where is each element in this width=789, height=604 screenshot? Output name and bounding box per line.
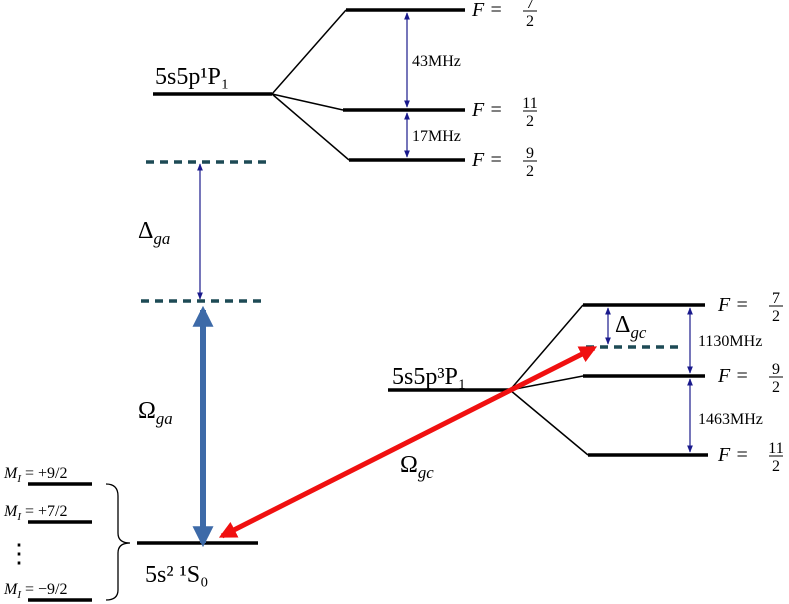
denominator: 2 bbox=[772, 458, 780, 475]
f-label: F = bbox=[717, 444, 749, 466]
value: = −9/2 bbox=[21, 581, 68, 598]
symbol: Δ bbox=[615, 312, 630, 338]
subscript: gc bbox=[418, 463, 434, 482]
symbol: Ω bbox=[138, 398, 156, 424]
subscript: gc bbox=[630, 323, 646, 342]
level-label: 5s5p³P₁ bbox=[392, 364, 466, 390]
level-label: 5s5p¹P₁ bbox=[155, 64, 229, 90]
levels bbox=[28, 8, 708, 602]
symbol-label: Ωga bbox=[138, 398, 173, 428]
fan bbox=[271, 9, 350, 161]
denominator: 2 bbox=[526, 163, 534, 180]
f-label: F = bbox=[471, 149, 503, 171]
mi-label: MI = +7/2 bbox=[3, 503, 68, 523]
level-label: 5s² ¹S₀ bbox=[145, 562, 208, 588]
denominator: 2 bbox=[772, 379, 780, 396]
symbol: Δ bbox=[138, 218, 153, 244]
symbol: M bbox=[3, 503, 19, 520]
symbol: M bbox=[3, 465, 19, 482]
splitting-label: 17MHz bbox=[412, 128, 461, 145]
numerator: 7 bbox=[526, 0, 534, 12]
f-label: F = bbox=[471, 0, 503, 21]
denominator: 2 bbox=[772, 308, 780, 325]
symbol: M bbox=[3, 581, 19, 598]
subscript: ga bbox=[153, 229, 170, 248]
subscript: I bbox=[16, 511, 22, 523]
f-label: F = bbox=[471, 99, 503, 121]
arrows bbox=[192, 12, 693, 548]
mi-label: MI = +9/2 bbox=[3, 465, 68, 485]
numerator: 11 bbox=[522, 95, 537, 112]
symbol-label: Δgc bbox=[615, 312, 647, 342]
symbol: Ω bbox=[400, 452, 418, 478]
denominator: 2 bbox=[526, 13, 534, 30]
f-label: F = bbox=[717, 365, 749, 387]
value: = +9/2 bbox=[21, 465, 68, 482]
fan bbox=[509, 304, 589, 456]
numerator: 7 bbox=[772, 290, 780, 307]
mi-label: MI = −9/2 bbox=[3, 581, 68, 601]
f-label: F = bbox=[717, 294, 749, 316]
numerator: 9 bbox=[772, 361, 780, 378]
laser-arrow bbox=[218, 345, 598, 539]
splitting-label: 1130MHz bbox=[698, 333, 762, 350]
brace bbox=[105, 483, 131, 601]
value: = +7/2 bbox=[21, 503, 68, 520]
splitting-label: 43MHz bbox=[412, 53, 461, 70]
ellipsis: ⋮ bbox=[6, 539, 32, 568]
subscript: ga bbox=[156, 409, 173, 428]
subscript: I bbox=[16, 473, 22, 485]
subscript: I bbox=[16, 589, 22, 601]
symbol-label: Ωgc bbox=[400, 452, 434, 482]
numerator: 11 bbox=[768, 440, 783, 457]
denominator: 2 bbox=[526, 113, 534, 130]
numerator: 9 bbox=[526, 145, 534, 162]
splitting-label: 1463MHz bbox=[698, 411, 763, 428]
symbol-label: Δga bbox=[138, 218, 170, 248]
